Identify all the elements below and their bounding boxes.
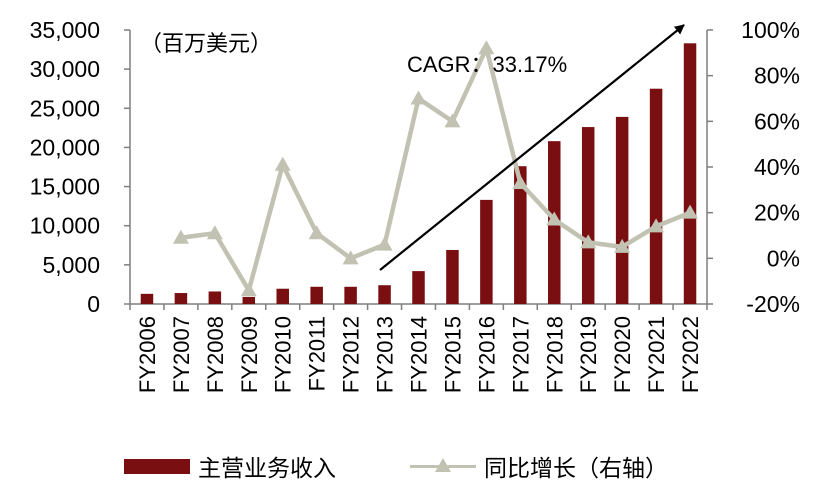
growth-point-marker	[648, 218, 665, 233]
growth-point-marker	[682, 204, 699, 219]
x-axis-tick-label: FY2022	[678, 316, 703, 393]
growth-point-marker	[478, 40, 495, 55]
cagr-arrow	[379, 24, 685, 271]
revenue-bar	[242, 296, 256, 304]
revenue-bar	[615, 116, 629, 304]
right-axis-tick-label: 20%	[754, 200, 800, 226]
x-axis-tick-label: FY2013	[373, 316, 398, 393]
legend-bar-swatch	[124, 458, 190, 474]
x-axis-tick-label: FY2012	[339, 316, 364, 393]
left-axis-tick-label: 35,000	[30, 17, 100, 43]
right-axis-tick-label: 40%	[754, 154, 800, 180]
legend-item-growth: 同比增长（右轴）	[410, 446, 668, 486]
right-axis-tick-label: 0%	[767, 245, 800, 271]
growth-point-marker	[172, 229, 189, 244]
growth-point-marker	[308, 225, 325, 240]
revenue-bar	[683, 43, 697, 305]
right-axis-tick-label: 80%	[754, 63, 800, 89]
right-axis-tick-label: 100%	[741, 17, 800, 43]
growth-point-marker	[274, 156, 291, 171]
bar-series	[140, 43, 697, 305]
x-axis-tick-label: FY2020	[610, 316, 635, 393]
revenue-bar	[514, 166, 527, 304]
legend-item-revenue: 主营业务收入	[124, 446, 336, 486]
left-axis-tick-label: 15,000	[30, 174, 100, 200]
unit-label: （百万美元）	[140, 31, 272, 56]
left-axis-tick-label: 20,000	[30, 134, 100, 160]
revenue-bar	[378, 285, 391, 304]
chart-svg: 0 5,000 10,000 15,000 20,000 25,000 30,000 35,0…	[30, 17, 800, 393]
growth-point-marker	[444, 113, 461, 128]
revenue-bar	[480, 199, 493, 304]
x-axis-tick-label: FY2006	[135, 316, 160, 393]
cagr-annotation: CAGR：33.17%	[407, 52, 567, 77]
revenue-bar	[412, 271, 425, 304]
revenue-bar	[446, 249, 459, 304]
growth-point-marker	[240, 282, 257, 297]
x-axis-tick-label: FY2016	[474, 316, 499, 393]
growth-point-marker	[410, 90, 427, 105]
x-axis-tick-label: FY2015	[440, 316, 465, 393]
left-axis-tick-label: 25,000	[30, 95, 100, 121]
growth-point-marker	[206, 225, 223, 240]
x-axis-tick-label: FY2014	[407, 316, 432, 393]
legend: 主营业务收入 同比增长（右轴）	[0, 446, 822, 486]
growth-point-marker	[376, 236, 393, 251]
growth-point-marker	[546, 211, 563, 226]
revenue-bar	[581, 127, 595, 305]
axis-labels: 0 5,000 10,000 15,000 20,000 25,000 30,000 35,0…	[30, 17, 800, 393]
x-axis-tick-label: FY2010	[271, 316, 296, 393]
x-axis-tick-label: FY2019	[576, 316, 601, 393]
left-axis-tick-label: 5,000	[42, 252, 100, 278]
x-axis-tick-label: FY2011	[305, 316, 330, 391]
growth-point-marker	[614, 238, 631, 253]
revenue-bar	[344, 286, 357, 304]
right-axis-tick-label: 60%	[754, 108, 800, 134]
revenue-bar	[174, 293, 188, 304]
growth-point-marker	[342, 250, 359, 265]
right-axis-tick-label: -20%	[746, 291, 800, 317]
left-axis-tick-label: 0	[87, 291, 100, 317]
revenue-bar	[649, 88, 663, 304]
line-series	[172, 40, 699, 297]
revenue-bar	[140, 293, 154, 304]
left-axis-tick-label: 30,000	[30, 56, 100, 82]
revenue-bar	[208, 291, 222, 304]
growth-line	[180, 46, 691, 293]
left-axis-tick-label: 10,000	[30, 213, 100, 239]
x-axis-tick-label: FY2007	[169, 316, 194, 393]
legend-label-growth: 同比增长（右轴）	[484, 456, 668, 482]
revenue-bar	[310, 286, 323, 304]
x-axis-tick-label: FY2008	[203, 316, 228, 393]
legend-line-swatch	[410, 456, 476, 476]
x-axis-tick-label: FY2017	[508, 316, 533, 393]
x-axis-tick-label: FY2009	[237, 316, 262, 393]
growth-point-marker	[512, 174, 529, 189]
x-axis-tick-label: FY2018	[542, 316, 567, 393]
revenue-bar	[276, 288, 289, 304]
growth-point-marker	[580, 234, 597, 249]
x-axis-tick-label: FY2021	[644, 316, 669, 393]
legend-label-revenue: 主营业务收入	[198, 456, 336, 482]
